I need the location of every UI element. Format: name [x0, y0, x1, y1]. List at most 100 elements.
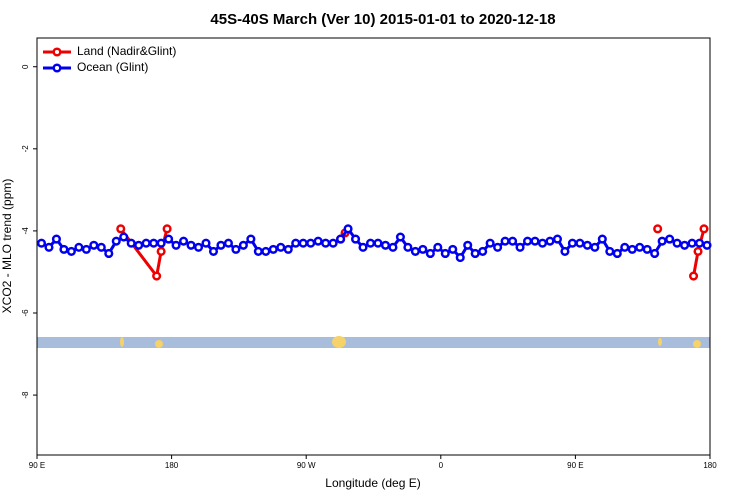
data-point: [328, 238, 338, 248]
data-point: [216, 240, 226, 250]
data-point: [268, 244, 278, 254]
x-tick-label: 0: [439, 461, 444, 470]
data-point: [201, 238, 211, 248]
y-tick-label: -2: [21, 145, 30, 153]
data-point: [500, 236, 510, 246]
data-point: [179, 236, 189, 246]
data-point: [440, 248, 450, 259]
data-point: [612, 248, 622, 259]
data-point: [193, 242, 204, 252]
y-tick-label: 0: [21, 64, 30, 69]
data-point: [522, 236, 533, 246]
data-point: [313, 236, 323, 246]
data-point: [455, 253, 465, 263]
data-point: [59, 244, 69, 254]
data-point: [36, 238, 47, 248]
data-point: [336, 234, 346, 244]
data-point: [373, 238, 383, 248]
x-tick-label: 90 W: [297, 461, 316, 470]
x-tick-label: 90 E: [567, 461, 583, 470]
y-axis-label: XCO2 - MLO trend (ppm): [0, 179, 14, 314]
data-point: [687, 238, 697, 248]
data-point: [582, 240, 592, 250]
data-point: [418, 244, 428, 254]
data-point: [508, 236, 518, 246]
data-point: [403, 242, 413, 252]
data-point: [358, 242, 368, 252]
data-point: [283, 244, 293, 254]
y-tick-label: -8: [21, 391, 30, 399]
x-tick-label: 180: [703, 461, 717, 470]
data-point: [650, 248, 660, 259]
data-point: [653, 224, 663, 234]
data-point: [291, 238, 301, 248]
data-point: [699, 224, 709, 234]
data-point: [81, 244, 91, 254]
data-point: [208, 246, 219, 256]
data-point: [134, 240, 144, 250]
data-point: [388, 242, 398, 252]
data-point: [395, 232, 405, 242]
legend-marker: [52, 63, 62, 73]
data-point: [306, 238, 316, 248]
data-point: [171, 240, 181, 250]
data-point: [238, 240, 248, 250]
data-point: [410, 246, 420, 256]
data-point: [89, 240, 99, 250]
data-point: [478, 246, 488, 256]
data-point: [149, 238, 159, 248]
data-point: [530, 236, 540, 246]
data-point: [590, 242, 600, 252]
x-axis-label: Longitude (deg E): [325, 476, 420, 490]
x-tick-label: 90 E: [29, 461, 45, 470]
data-point: [635, 242, 645, 252]
data-point: [688, 271, 699, 281]
x-tick-label: 180: [165, 461, 179, 470]
data-point: [231, 244, 241, 254]
data-point: [74, 242, 84, 252]
data-point: [156, 246, 166, 256]
data-point: [627, 244, 637, 254]
data-point: [448, 244, 458, 254]
data-point: [152, 271, 162, 281]
data-point: [321, 238, 331, 248]
y-tick-label: -4: [21, 227, 30, 235]
data-point: [433, 242, 443, 252]
data-point: [111, 236, 121, 246]
data-point: [298, 238, 308, 248]
data-point: [642, 244, 652, 254]
data-point: [141, 238, 151, 248]
legend-label: Ocean (Glint): [77, 60, 148, 74]
legend-label: Land (Nadir&Glint): [77, 44, 176, 58]
data-point: [485, 238, 495, 248]
data-point: [575, 238, 585, 248]
data-point: [156, 238, 166, 248]
data-point: [470, 248, 480, 259]
data-point: [620, 242, 630, 252]
data-point: [605, 246, 615, 256]
data-point: [560, 246, 570, 256]
data-point: [425, 248, 435, 259]
data-point: [597, 234, 607, 244]
data-point: [702, 240, 712, 250]
data-point: [537, 238, 548, 248]
chart-title: 45S-40S March (Ver 10) 2015-01-01 to 202…: [210, 11, 555, 28]
data-point: [493, 242, 503, 252]
data-point: [693, 246, 703, 256]
data-point: [126, 238, 136, 248]
data-point: [66, 246, 76, 256]
data-point: [223, 238, 233, 248]
data-point: [672, 238, 682, 248]
data-point: [246, 234, 256, 244]
data-point: [186, 240, 196, 250]
data-point: [463, 240, 473, 250]
data-point: [365, 238, 376, 248]
data-point: [164, 234, 174, 244]
data-point: [665, 234, 675, 244]
data-point: [351, 234, 361, 244]
data-point: [261, 246, 271, 256]
data-point: [343, 224, 353, 234]
data-point: [380, 240, 391, 250]
data-point: [116, 224, 126, 234]
